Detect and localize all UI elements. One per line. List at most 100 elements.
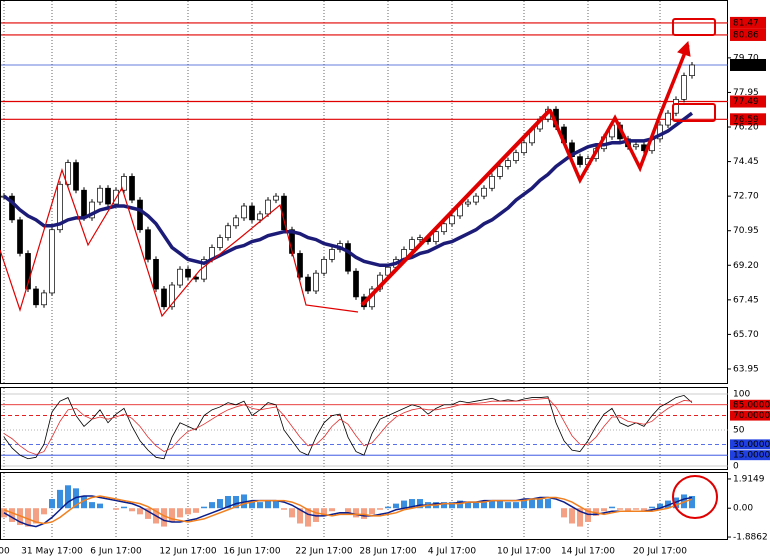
candle bbox=[297, 253, 303, 278]
histogram-bar bbox=[521, 500, 527, 509]
macd-panel bbox=[0, 472, 728, 540]
candle bbox=[409, 239, 415, 250]
candle bbox=[473, 195, 479, 203]
histogram-bar bbox=[577, 508, 583, 527]
x-tick-label: 31 May 17:00 bbox=[21, 547, 83, 557]
panels bbox=[0, 0, 728, 540]
series-line bbox=[3, 495, 693, 525]
histogram-bar bbox=[385, 506, 391, 509]
histogram-bar bbox=[393, 503, 399, 509]
histogram-bar bbox=[529, 499, 535, 509]
support-box bbox=[672, 103, 716, 122]
histogram-bar bbox=[273, 500, 279, 509]
histogram-bar bbox=[49, 499, 55, 509]
histogram-bar bbox=[641, 508, 647, 512]
level-label-box bbox=[730, 410, 770, 421]
candle bbox=[97, 187, 103, 203]
histogram-bar bbox=[361, 508, 367, 519]
y-tick-label: 0.00 bbox=[733, 504, 753, 514]
candle bbox=[345, 243, 351, 272]
histogram-bar bbox=[505, 502, 511, 509]
y-tick-label: 76.59 bbox=[733, 115, 759, 125]
candle bbox=[129, 176, 135, 201]
price-panel bbox=[0, 0, 728, 384]
candle bbox=[489, 176, 495, 189]
candle bbox=[433, 231, 439, 242]
candle bbox=[89, 201, 95, 219]
candle bbox=[169, 284, 175, 308]
candle bbox=[257, 213, 263, 221]
series-line bbox=[2, 111, 694, 268]
histogram-bar bbox=[257, 502, 263, 509]
zigzag bbox=[0, 168, 359, 318]
histogram-bar bbox=[305, 508, 311, 527]
candle bbox=[465, 201, 471, 205]
histogram-bar bbox=[417, 499, 423, 509]
histogram-bar bbox=[617, 508, 623, 510]
y-tick-label: 15.0000 bbox=[733, 451, 770, 461]
histogram-bar bbox=[121, 506, 127, 509]
histogram-bar bbox=[161, 508, 167, 527]
candle bbox=[353, 270, 359, 298]
candle bbox=[321, 258, 327, 274]
y-tick-label: 65.70 bbox=[733, 330, 759, 340]
histogram-bar bbox=[449, 502, 455, 509]
x-tick-label: 6 Jun 17:00 bbox=[90, 547, 142, 557]
histogram-bar bbox=[481, 502, 487, 509]
histogram-bar bbox=[65, 485, 71, 509]
candle bbox=[225, 225, 231, 238]
x-tick-label: 20 Jul 17:00 bbox=[633, 547, 687, 557]
histogram-bar bbox=[345, 508, 351, 513]
histogram-bar bbox=[689, 495, 695, 509]
series-line bbox=[3, 397, 693, 455]
level-label-box bbox=[730, 113, 766, 126]
y-tick-label: 30.0000 bbox=[733, 440, 770, 450]
x-tick-label: 14 Jul 17:00 bbox=[561, 547, 615, 557]
x-tick-label: 4 Jul 17:00 bbox=[428, 547, 477, 557]
annotations bbox=[0, 18, 718, 519]
histogram-bar bbox=[129, 508, 135, 512]
candle bbox=[305, 276, 311, 292]
candle bbox=[633, 144, 639, 148]
y-tick-label: 79.70 bbox=[733, 53, 759, 63]
x-tick-label: 28 Jun 17:00 bbox=[359, 547, 416, 557]
histogram-bar bbox=[609, 506, 615, 509]
candle bbox=[217, 237, 223, 248]
candle bbox=[233, 217, 239, 227]
x-tick-label: 22 Jun 17:00 bbox=[295, 547, 352, 557]
y-tick-label: 50 bbox=[733, 425, 745, 435]
y-tick-label: 67.45 bbox=[733, 295, 759, 305]
candle bbox=[521, 142, 527, 154]
candle bbox=[417, 237, 423, 240]
y-tick-label: 70.95 bbox=[733, 226, 759, 236]
candle bbox=[481, 187, 487, 197]
y-tick-label: 85.0000 bbox=[733, 400, 770, 410]
candle bbox=[33, 288, 39, 306]
x-tick-label: 10 Jul 17:00 bbox=[497, 547, 551, 557]
candle bbox=[161, 288, 167, 308]
y-tick-label: 100 bbox=[733, 389, 750, 399]
histogram-bar bbox=[249, 500, 255, 509]
candle bbox=[41, 292, 47, 306]
histogram-bar bbox=[409, 499, 415, 509]
candle bbox=[185, 268, 191, 278]
histogram-bar bbox=[465, 502, 471, 509]
histogram-bar bbox=[241, 494, 247, 509]
candle bbox=[137, 199, 143, 231]
histogram-bar bbox=[441, 502, 447, 509]
histogram-bar bbox=[233, 495, 239, 509]
level-label-box bbox=[730, 399, 770, 410]
x-tick-label: 00 bbox=[0, 547, 10, 557]
candle bbox=[121, 176, 127, 191]
level-label-box bbox=[730, 28, 766, 41]
histogram-bar bbox=[113, 508, 119, 510]
histogram-bar bbox=[377, 508, 383, 510]
histogram-bar bbox=[201, 506, 207, 509]
y-tick-label: 77.95 bbox=[733, 88, 759, 98]
candle bbox=[17, 219, 23, 254]
histogram-bar bbox=[313, 508, 319, 522]
candle bbox=[49, 229, 55, 294]
histogram-bar bbox=[401, 500, 407, 509]
histogram-bar bbox=[321, 508, 327, 516]
